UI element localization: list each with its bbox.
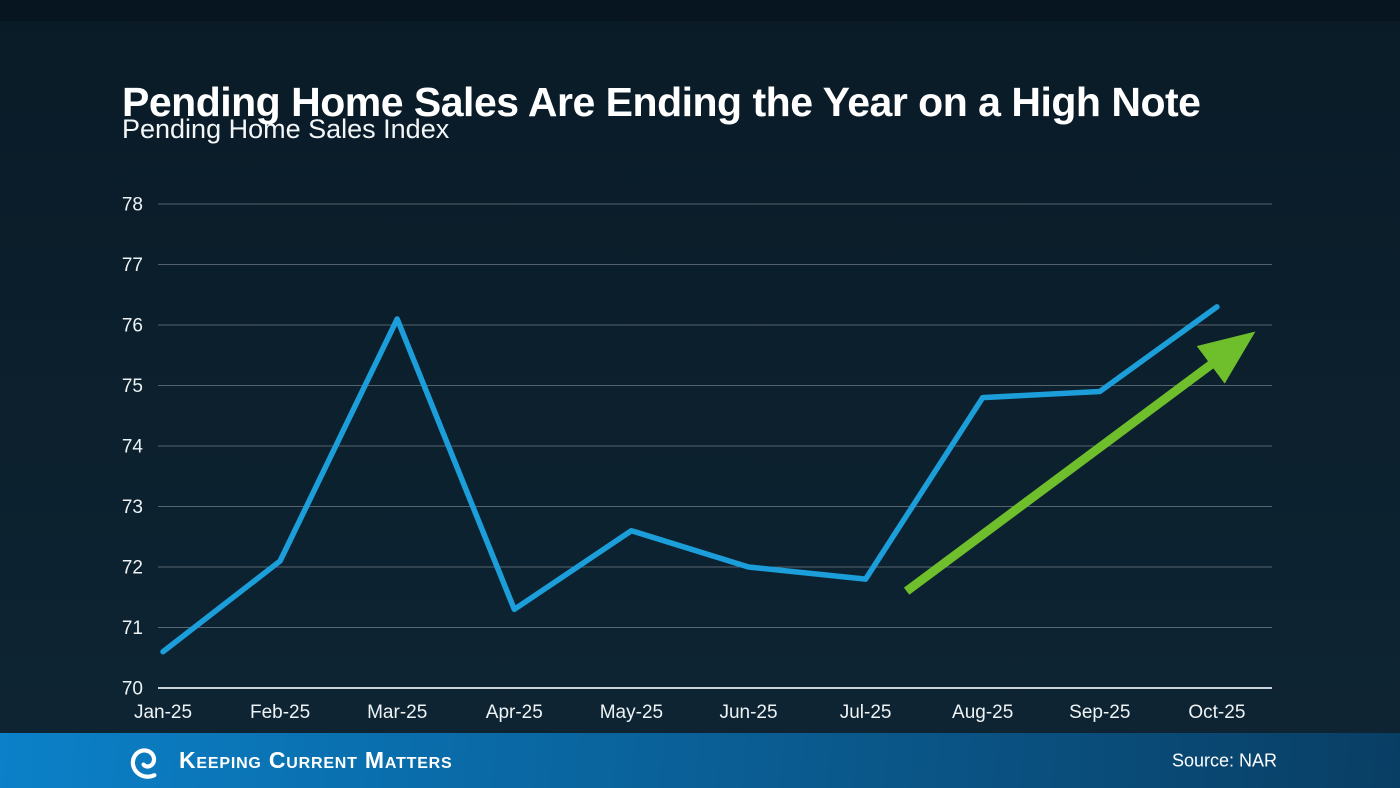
x-axis-tick-label: Mar-25 <box>367 702 427 723</box>
x-axis-tick-label: Jun-25 <box>719 702 777 723</box>
brand-name: Keeping Current Matters <box>179 747 453 773</box>
x-axis-tick-label: Jan-25 <box>134 702 192 723</box>
x-axis-tick-label: Apr-25 <box>486 702 543 723</box>
y-axis-tick-label: 75 <box>122 376 143 397</box>
source-label: Source: NAR <box>1171 750 1277 770</box>
x-axis-tick-label: Jul-25 <box>840 702 892 723</box>
x-axis-tick-label: Sep-25 <box>1069 702 1130 723</box>
y-axis-tick-label: 74 <box>122 437 144 458</box>
top-band <box>0 0 1400 21</box>
sales-index-line <box>160 304 1220 655</box>
x-axis-tick-label: May-25 <box>600 702 663 723</box>
y-axis-tick-label: 76 <box>122 316 143 337</box>
x-axis-tick-label: Oct-25 <box>1188 702 1245 723</box>
page-title: Pending Home Sales Are Ending the Year o… <box>122 79 1201 126</box>
footer-bar: Keeping Current Matters Source: NAR <box>0 733 1400 788</box>
kcm-swirl-icon <box>130 747 157 779</box>
y-axis-tick-label: 77 <box>122 255 143 276</box>
y-axis-tick-label: 78 <box>122 195 143 216</box>
y-axis-tick-label: 73 <box>122 497 143 518</box>
y-axis-tick-label: 72 <box>122 558 143 579</box>
chart-subtitle: Pending Home Sales Index <box>122 114 450 144</box>
y-axis-tick-label: 71 <box>122 618 143 639</box>
x-axis-tick-label: Feb-25 <box>250 702 310 723</box>
y-axis-tick-label: 70 <box>122 679 143 700</box>
brand: Keeping Current Matters <box>126 741 453 781</box>
x-axis-tick-label: Aug-25 <box>952 702 1013 723</box>
trend-arrow <box>903 331 1256 595</box>
